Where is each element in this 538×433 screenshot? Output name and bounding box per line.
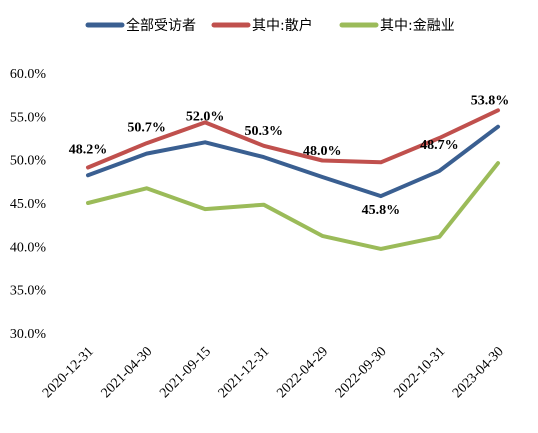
legend-label-1: 全部受访者 <box>126 17 196 34</box>
y-axis: 30.0% 35.0% 40.0% 45.0% 50.0% 55.0% 60.0% <box>10 67 47 342</box>
data-label: 48.7% <box>420 138 459 153</box>
x-tick-label: 2021-09-15 <box>157 344 214 401</box>
series-line-1 <box>86 124 500 199</box>
series-line-2 <box>86 108 500 170</box>
x-tick-label: 2022-10-31 <box>391 344 448 401</box>
data-label: 45.8% <box>362 203 401 218</box>
legend-label-2: 其中:散户 <box>252 17 313 34</box>
legend: 全部受访者 其中:散户 其中:金融业 <box>85 17 455 34</box>
y-tick-label: 50.0% <box>10 154 47 169</box>
data-labels: 48.2% 50.7% 52.0% 50.3% 48.0% 45.8% 48.7% 53.8% <box>69 94 510 218</box>
x-axis: 2020-12-31 2021-04-30 2021-09-15 2021-12-31… <box>40 344 507 401</box>
x-tick-label: 2022-04-29 <box>274 344 331 401</box>
y-tick-label: 30.0% <box>10 327 47 342</box>
y-tick-label: 55.0% <box>10 110 47 125</box>
data-label: 48.2% <box>69 142 108 157</box>
x-tick-label: 2021-04-30 <box>99 344 156 401</box>
x-tick-label: 2023-04-30 <box>450 344 507 401</box>
data-label: 48.0% <box>303 144 342 159</box>
y-tick-label: 45.0% <box>10 197 47 212</box>
x-tick-label: 2020-12-31 <box>40 344 97 401</box>
x-tick-label: 2022-09-30 <box>333 344 390 401</box>
y-tick-label: 40.0% <box>10 240 47 255</box>
series-lines <box>86 108 500 251</box>
data-label: 52.0% <box>186 109 225 124</box>
series-line-3 <box>86 161 500 251</box>
data-label: 53.8% <box>471 94 510 109</box>
x-tick-label: 2021-12-31 <box>216 344 273 401</box>
data-label: 50.7% <box>127 121 166 136</box>
data-label: 50.3% <box>244 124 283 139</box>
y-tick-label: 35.0% <box>10 284 47 299</box>
y-tick-label: 60.0% <box>10 67 47 82</box>
legend-label-3: 其中:金融业 <box>380 18 455 34</box>
